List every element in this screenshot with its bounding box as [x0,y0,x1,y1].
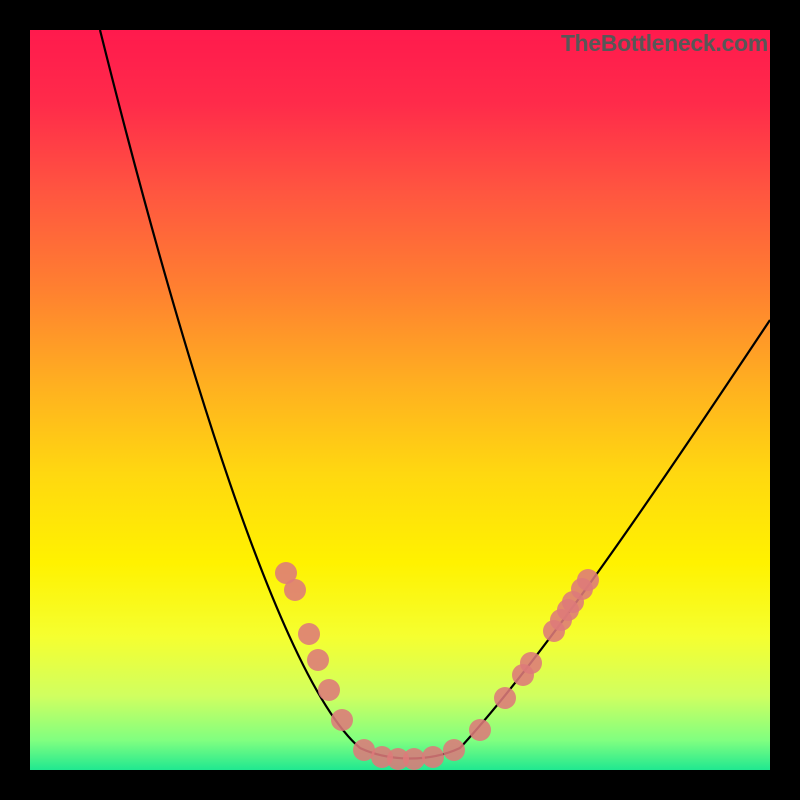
marker-point [443,739,465,761]
watermark-text: TheBottleneck.com [561,30,768,57]
marker-point [298,623,320,645]
marker-point [318,679,340,701]
marker-point [520,652,542,674]
marker-group [275,562,599,770]
curve-layer [30,30,770,770]
marker-point [307,649,329,671]
marker-point [331,709,353,731]
marker-point [577,569,599,591]
bottleneck-curve [100,30,770,759]
marker-point [403,748,425,770]
plot-area: TheBottleneck.com [30,30,770,770]
marker-point [494,687,516,709]
marker-point [469,719,491,741]
chart-frame: TheBottleneck.com [0,0,800,800]
marker-point [422,746,444,768]
marker-point [284,579,306,601]
